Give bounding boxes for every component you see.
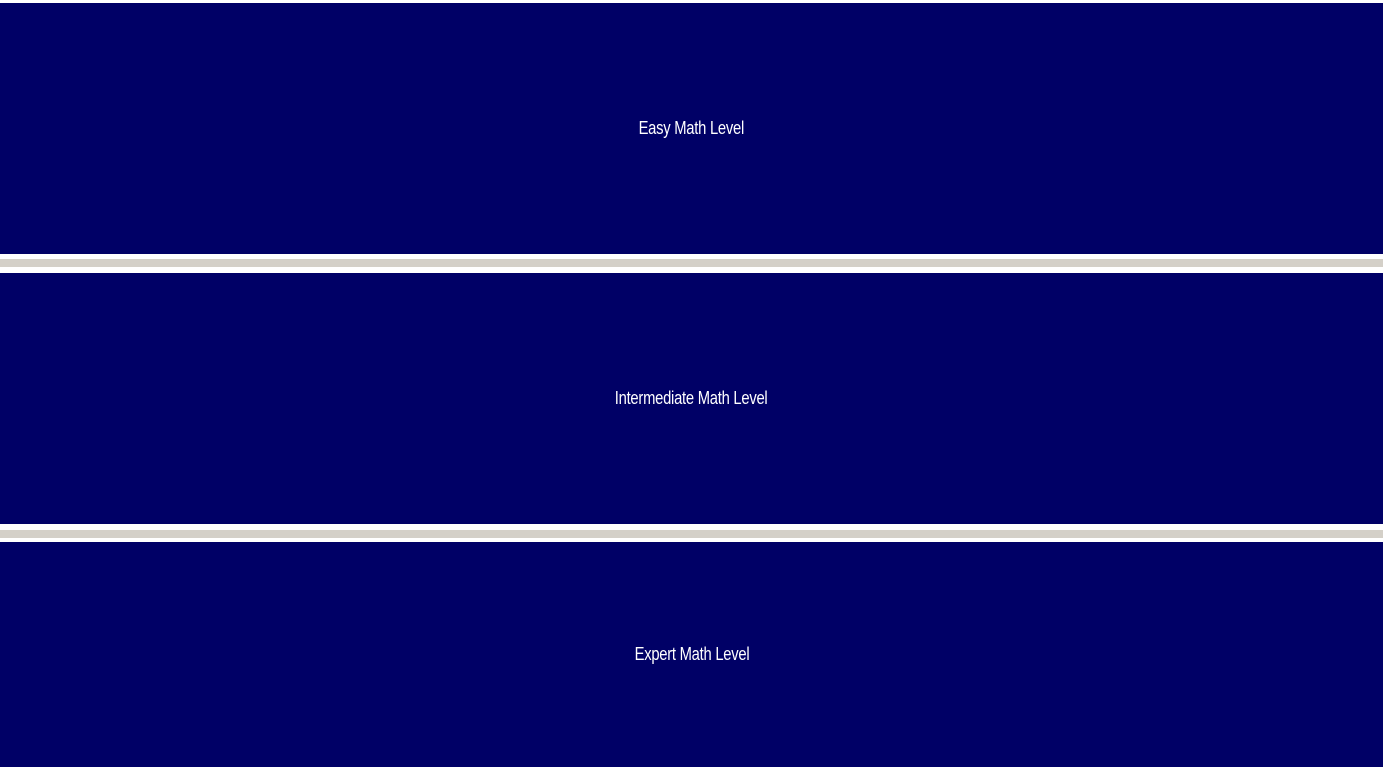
- divider: [0, 524, 1383, 542]
- intermediate-level-button[interactable]: Intermediate Math Level: [0, 273, 1383, 524]
- easy-level-label: Easy Math Level: [638, 118, 745, 138]
- divider-bar: [0, 259, 1383, 267]
- expert-level-button[interactable]: Expert Math Level: [0, 542, 1383, 767]
- expert-level-label: Expert Math Level: [634, 644, 749, 664]
- intermediate-level-label: Intermediate Math Level: [615, 388, 768, 408]
- divider: [0, 254, 1383, 273]
- easy-level-button[interactable]: Easy Math Level: [0, 3, 1383, 254]
- divider-bar: [0, 530, 1383, 538]
